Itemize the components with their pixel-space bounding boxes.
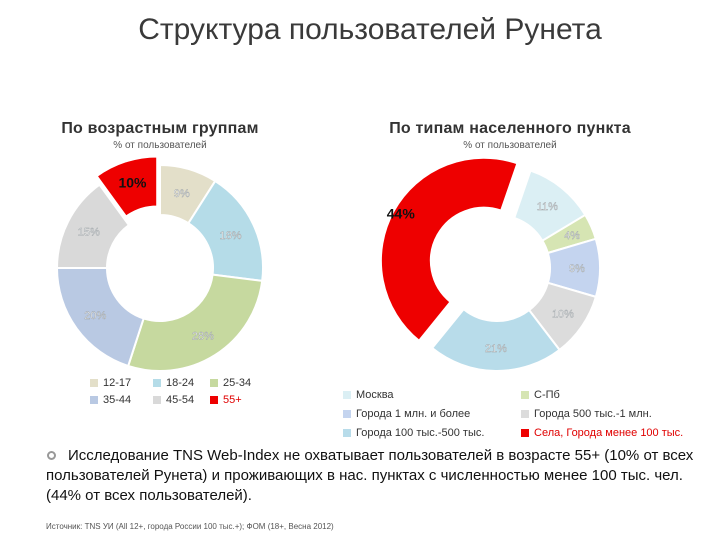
legend-0-item-5: 55+ bbox=[210, 394, 242, 406]
legend-0-item-0: 12-17 bbox=[90, 377, 131, 389]
legend-1-label-5: Села, Города менее 100 тыс. bbox=[534, 427, 684, 439]
legend-0-item-3: 35-44 bbox=[90, 394, 131, 406]
donut-0-label-3: 20% bbox=[84, 310, 106, 322]
donut-1-label-3: 10% bbox=[552, 308, 574, 320]
donut-1-label-4: 21% bbox=[485, 343, 507, 355]
legend-0-swatch-3 bbox=[90, 396, 98, 404]
legend-0-label-3: 35-44 bbox=[103, 394, 132, 406]
donut-1-label-0: 11% bbox=[537, 201, 558, 213]
legend-1-item-4: Города 100 тыс.-500 тыс. bbox=[343, 427, 484, 439]
legend-1-label-2: Города 1 млн. и более bbox=[356, 408, 471, 420]
age-chart-header: По возрастным группам % от пользователей bbox=[40, 120, 280, 151]
legend-0-label-4: 45-54 bbox=[166, 394, 195, 406]
legend-1-item-0: Москва bbox=[343, 389, 394, 401]
donut-0-slice-3 bbox=[55, 267, 145, 368]
legend-1-item-2: Города 1 млн. и более bbox=[343, 408, 470, 420]
legend-1-swatch-3 bbox=[521, 410, 529, 418]
donut-1-label-5: 44% bbox=[387, 206, 416, 222]
source-note: Источник: TNS УИ (All 12+, города России… bbox=[46, 522, 334, 531]
legend-1-label-1: С-Пб bbox=[534, 389, 560, 401]
legend-1-item-3: Города 500 тыс.-1 млн. bbox=[521, 408, 652, 420]
donut-0-slice-2 bbox=[126, 273, 264, 372]
settlement-chart-header: По типам населенного пункта % от пользов… bbox=[365, 120, 655, 151]
legend-0-label-0: 12-17 bbox=[103, 377, 132, 389]
donut-1-slice-5 bbox=[379, 156, 519, 343]
donut-1-label-1: 4% bbox=[564, 230, 580, 242]
legend-0-item-2: 25-34 bbox=[210, 377, 251, 389]
body-text: Исследование TNS Web-Index не охватывает… bbox=[46, 446, 706, 506]
legend-0-item-1: 18-24 bbox=[153, 377, 194, 389]
legend-0-item-4: 45-54 bbox=[153, 394, 194, 406]
legend-1-swatch-5 bbox=[521, 429, 529, 437]
legend-0-swatch-0 bbox=[90, 379, 98, 387]
legend-1-label-3: Города 500 тыс.-1 млн. bbox=[534, 408, 652, 420]
age-chart-subtitle: % от пользователей bbox=[113, 140, 207, 151]
body-text-content: Исследование TNS Web-Index не охватывает… bbox=[46, 447, 694, 504]
legend-0-label-1: 18-24 bbox=[166, 377, 195, 389]
legend-1-swatch-0 bbox=[343, 391, 351, 399]
legend-0-swatch-4 bbox=[153, 396, 161, 404]
donut-0-label-2: 28% bbox=[192, 331, 214, 343]
age-chart-title: По возрастным группам bbox=[61, 120, 259, 137]
legend-0-label-5: 55+ bbox=[223, 394, 242, 406]
legend-1-swatch-1 bbox=[521, 391, 529, 399]
settlement-chart-title: По типам населенного пункта bbox=[389, 120, 631, 137]
donut-0-slice-4 bbox=[55, 183, 131, 269]
legend-1-label-0: Москва bbox=[356, 389, 394, 401]
donut-0-label-5: 10% bbox=[118, 174, 147, 190]
donut-1-label-2: 9% bbox=[569, 263, 585, 275]
legend-1-item-1: С-Пб bbox=[521, 389, 560, 401]
legend-0-label-2: 25-34 bbox=[223, 377, 252, 389]
donut-0-label-1: 18% bbox=[220, 230, 242, 242]
legend-1-label-4: Города 100 тыс.-500 тыс. bbox=[356, 427, 485, 439]
legend-0-swatch-5 bbox=[210, 396, 218, 404]
donut-1-slice-4 bbox=[430, 307, 561, 372]
legend-0-swatch-1 bbox=[153, 379, 161, 387]
legend-1-swatch-4 bbox=[343, 429, 351, 437]
donut-0-label-4: 15% bbox=[78, 227, 100, 239]
bullet-icon bbox=[47, 451, 56, 460]
legend-1-swatch-2 bbox=[343, 410, 351, 418]
donut-0-label-0: 9% bbox=[174, 188, 190, 200]
donut-0-slice-5 bbox=[95, 155, 159, 218]
settlement-chart-subtitle: % от пользователей bbox=[463, 140, 557, 151]
legend-1-item-5: Села, Города менее 100 тыс. bbox=[521, 427, 683, 439]
slide-title: Структура пользователей Рунета bbox=[138, 13, 602, 46]
legend-0-swatch-2 bbox=[210, 379, 218, 387]
